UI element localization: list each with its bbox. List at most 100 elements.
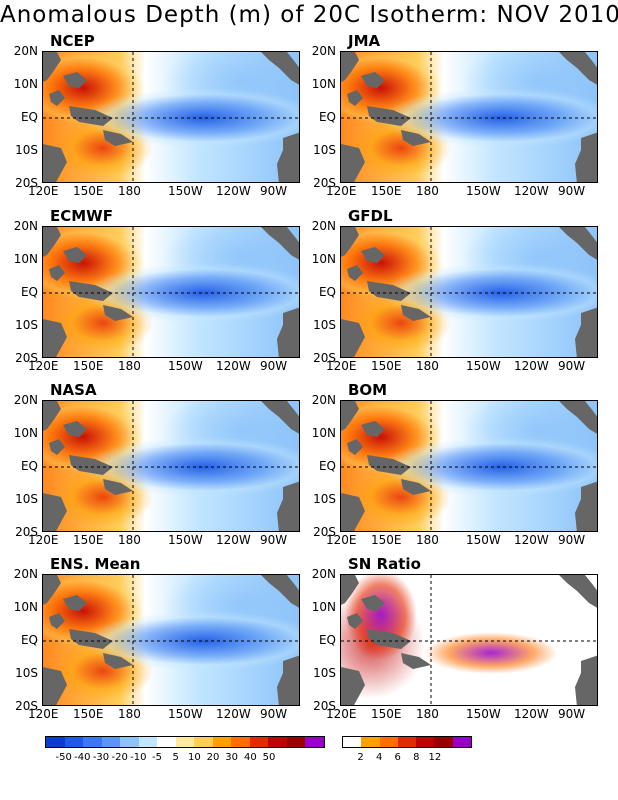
colorbar-swatch [361, 737, 380, 747]
colorbar-label: -50 [55, 752, 72, 763]
colorbar-swatch [83, 737, 102, 747]
latitude-label: 20N [311, 393, 336, 407]
longitude-label: 120E [326, 707, 357, 721]
latitude-label: EQ [318, 459, 336, 473]
longitude-label: 150E [73, 707, 104, 721]
longitude-label: 180 [416, 359, 439, 373]
longitude-label: 180 [416, 184, 439, 198]
map-panel: ECMWF 20N 10N EQ 10S 20S 120E 150E 180 150W 120W 9… [14, 207, 300, 373]
colorbar-label: 20 [206, 752, 220, 763]
colorbar-swatch [231, 737, 250, 747]
latitude-label: EQ [20, 459, 38, 473]
longitude-label: 90W [260, 359, 288, 373]
colorbar-swatch [101, 737, 121, 747]
longitude-label: 120E [28, 707, 59, 721]
longitude-label: 120E [28, 533, 59, 547]
sn-ratio-map [340, 574, 598, 706]
anomaly-colorbar [45, 736, 325, 748]
panel-title: ECMWF [50, 207, 113, 225]
longitude-label: 150W [168, 533, 203, 547]
colorbar-swatch [157, 737, 176, 747]
panel-title: SN Ratio [348, 555, 421, 573]
latitude-label: 10S [15, 143, 38, 157]
longitude-label: 120W [216, 184, 251, 198]
longitude-label: 150W [168, 707, 203, 721]
latitude-label: 20S [15, 525, 38, 539]
panel-title: NASA [50, 381, 97, 399]
colorbar-swatch [64, 737, 84, 747]
longitude-label: 120W [514, 533, 549, 547]
colorbar-swatch [434, 737, 453, 747]
anomaly-map [340, 400, 598, 532]
latitude-label: 20S [313, 699, 336, 713]
colorbar-swatch [175, 737, 195, 747]
sn-colorbar-labels: 2 4 6 8 12 [342, 752, 472, 766]
colorbar-label: -10 [130, 752, 147, 763]
anomaly-map [340, 226, 598, 358]
map-panel: NASA 20N 10N EQ 10S 20S 120E 150E 180 150W 120W 90… [14, 381, 300, 547]
longitude-label: 150E [371, 533, 402, 547]
longitude-label: 150E [73, 533, 104, 547]
map-panel: SN Ratio 20N 10N EQ 10S 20S 120E 150E 180 150W 12… [312, 555, 598, 721]
longitude-label: 180 [416, 707, 439, 721]
figure-title: Anomalous Depth (m) of 20C Isotherm: NOV… [0, 2, 618, 28]
colorbar-label: -20 [111, 752, 128, 763]
map-panel: ENS. Mean 20N 10N EQ 10S 20S 120E 150E 180 150W 1… [14, 555, 300, 721]
colorbar-swatch [305, 737, 324, 747]
longitude-label: 120E [326, 533, 357, 547]
latitude-label: 20S [313, 525, 336, 539]
longitude-label: 90W [558, 359, 586, 373]
longitude-label: 180 [118, 533, 141, 547]
latitude-label: 10S [15, 666, 38, 680]
latitude-label: EQ [318, 110, 336, 124]
longitude-label: 180 [416, 533, 439, 547]
longitude-label: 120W [216, 359, 251, 373]
colorbar-label: 50 [262, 752, 276, 763]
colorbar-label: 5 [172, 752, 179, 763]
panel-title: ENS. Mean [50, 555, 141, 573]
longitude-label: 120W [216, 707, 251, 721]
latitude-label: 10S [313, 492, 336, 506]
longitude-label: 150W [466, 359, 501, 373]
colorbar-label: 2 [357, 752, 364, 763]
colorbar-swatch [416, 737, 435, 747]
latitude-label: 20N [311, 567, 336, 581]
sn-colorbar [342, 736, 472, 748]
colorbar-swatch [120, 737, 139, 747]
longitude-label: 180 [118, 359, 141, 373]
latitude-label: EQ [318, 285, 336, 299]
latitude-label: 20S [15, 699, 38, 713]
latitude-label: EQ [20, 110, 38, 124]
map-panel: GFDL 20N 10N EQ 10S 20S 120E 150E 180 150W 120W 90… [312, 207, 598, 373]
anomaly-colorbar-labels: -50 -40 -30 -20 -10 -5 5 10 20 30 40 50 [45, 752, 325, 766]
latitude-label: 10S [313, 318, 336, 332]
longitude-label: 90W [260, 533, 288, 547]
latitude-label: 10N [13, 252, 38, 266]
longitude-label: 150W [168, 359, 203, 373]
panel-title: GFDL [348, 207, 393, 225]
latitude-label: 10N [311, 426, 336, 440]
anomaly-map [42, 574, 300, 706]
latitude-label: 10N [13, 600, 38, 614]
anomaly-map [42, 400, 300, 532]
longitude-label: 120W [514, 707, 549, 721]
colorbar-swatch [46, 737, 65, 747]
colorbar-swatch [249, 737, 269, 747]
latitude-label: 20S [313, 351, 336, 365]
longitude-label: 150E [73, 184, 104, 198]
latitude-label: 10S [313, 666, 336, 680]
latitude-label: 20N [13, 393, 38, 407]
longitude-label: 90W [558, 707, 586, 721]
longitude-label: 150E [371, 707, 402, 721]
anomaly-map [42, 226, 300, 358]
colorbar-label: 8 [413, 752, 420, 763]
longitude-label: 120W [514, 184, 549, 198]
longitude-label: 150E [73, 359, 104, 373]
longitude-label: 180 [118, 707, 141, 721]
colorbar-swatch [379, 737, 398, 747]
colorbar-swatch [286, 737, 306, 747]
longitude-label: 120E [326, 359, 357, 373]
panel-title: JMA [348, 32, 381, 50]
latitude-label: 20S [15, 351, 38, 365]
colorbar-label: 10 [187, 752, 201, 763]
